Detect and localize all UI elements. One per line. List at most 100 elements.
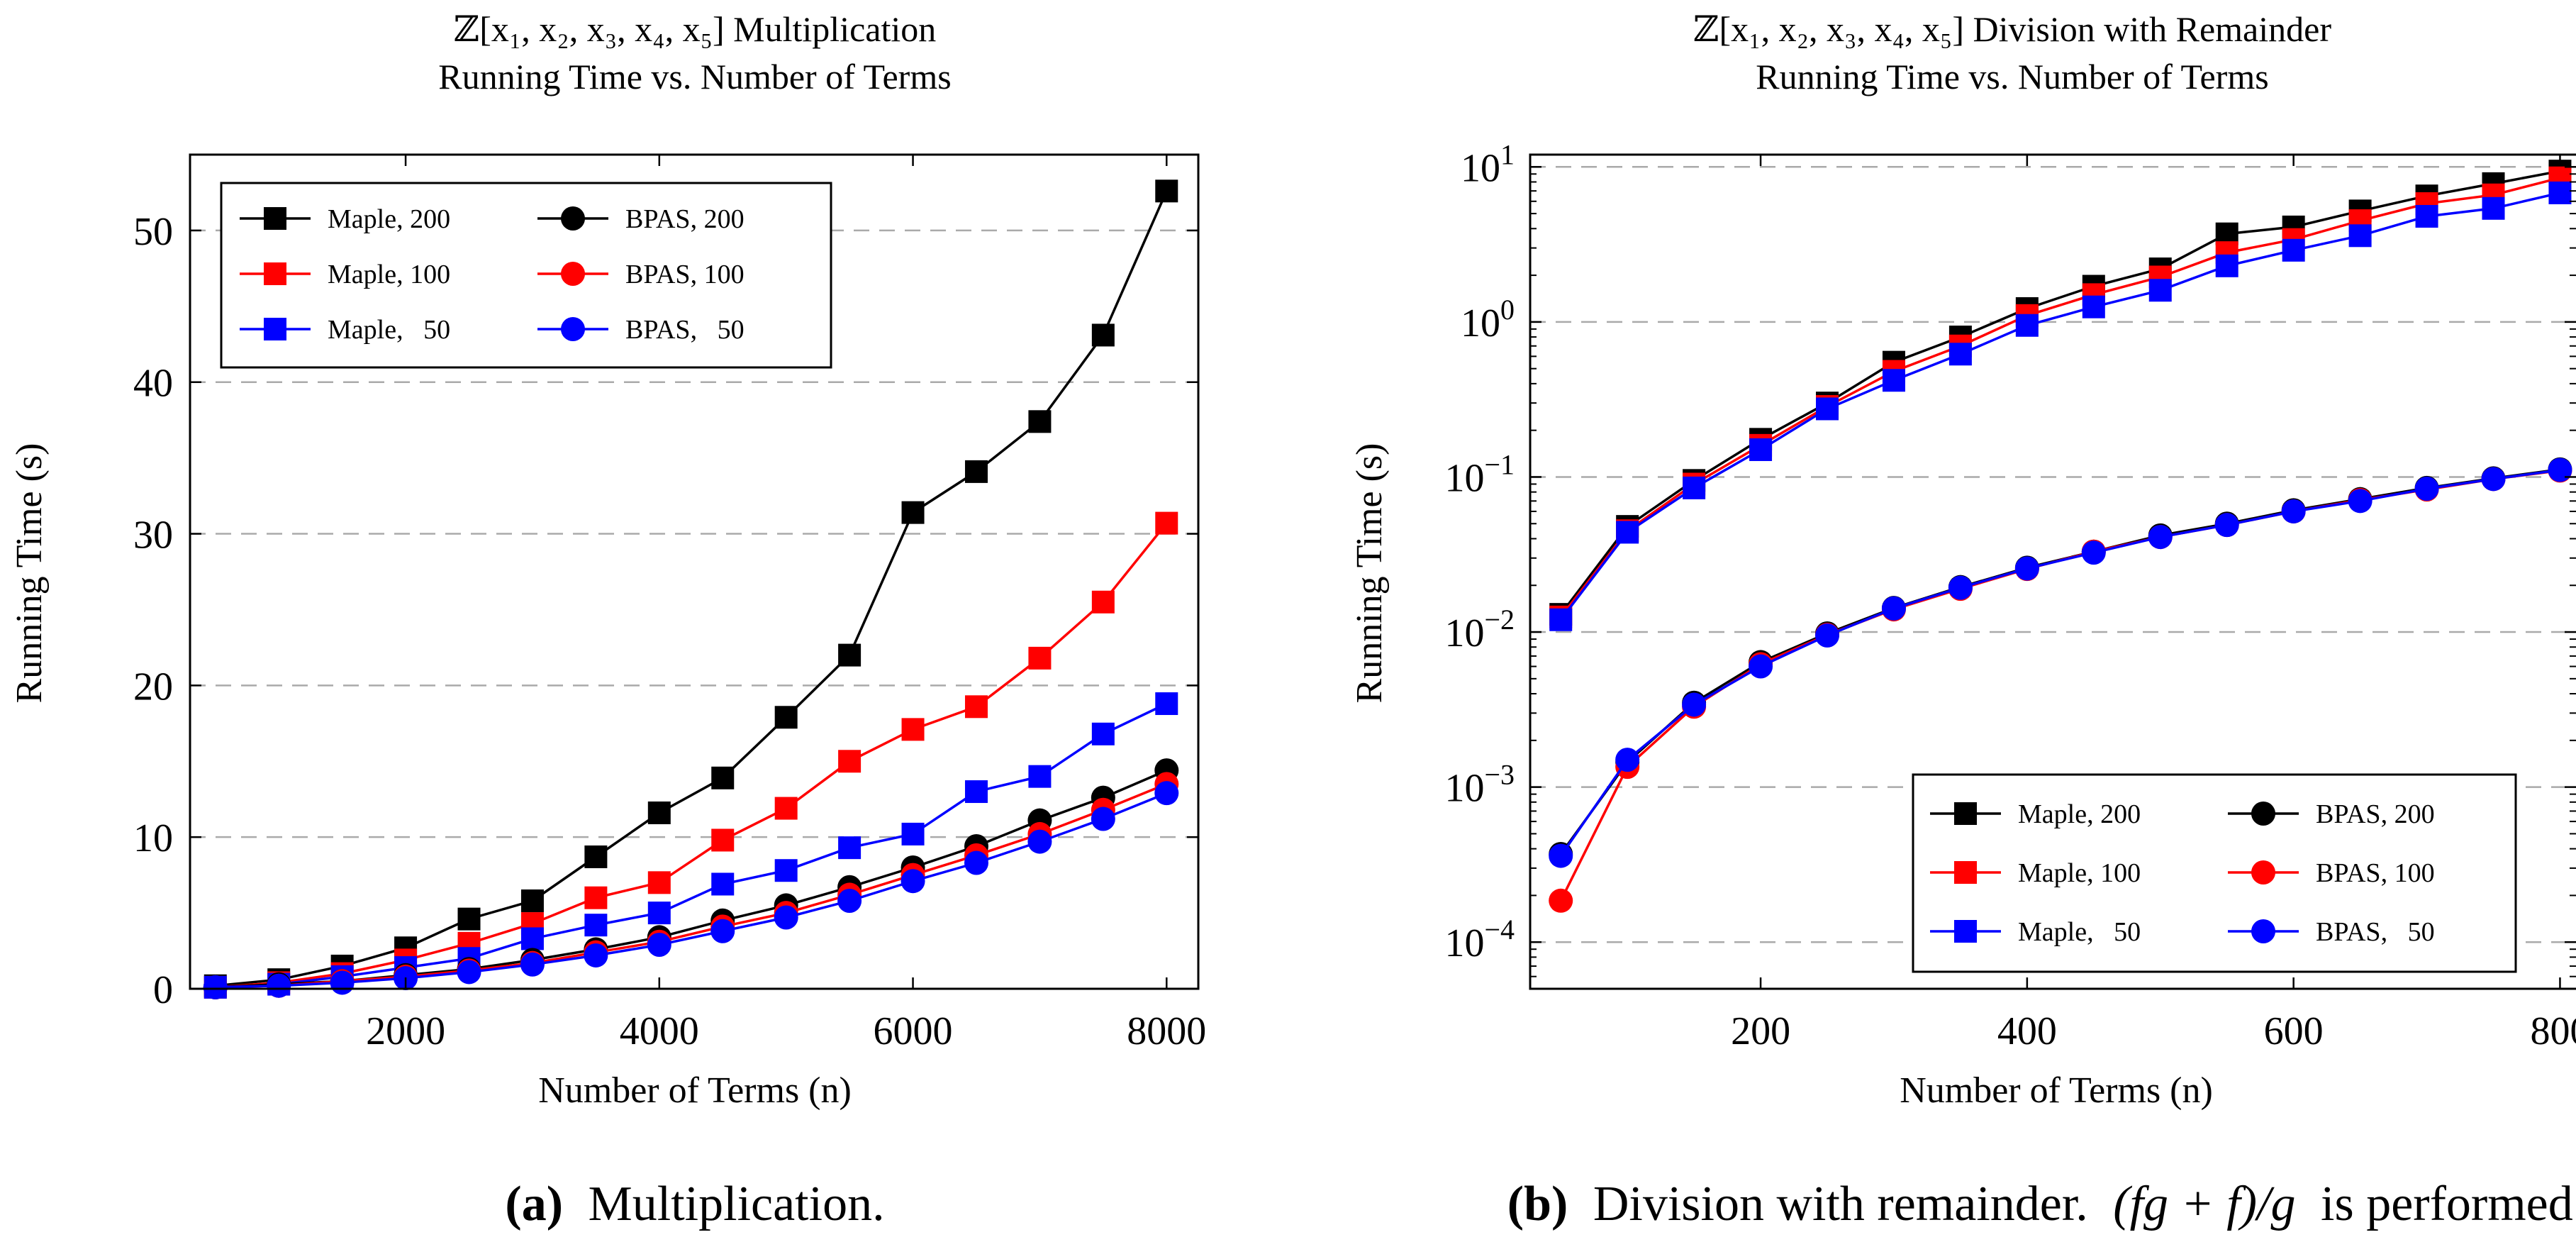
chartB-data-point	[2148, 279, 2172, 302]
chart-a-series	[203, 179, 1179, 999]
chartA-series-5	[203, 781, 1179, 999]
chartB-data-point	[2482, 196, 2505, 220]
chartB-legend-entry-1: Maple, 100	[1930, 858, 2141, 888]
chartB-data-point	[1948, 343, 1972, 366]
chartB-data-point	[2148, 525, 2173, 550]
chartA-legend-label-5: BPAS, 50	[625, 315, 745, 345]
chart-b-series	[1549, 160, 2572, 913]
chartA-data-point	[267, 973, 291, 998]
chartA-data-point	[647, 871, 671, 894]
chartB-data-point	[1749, 438, 1773, 461]
chartB-legend-label-3: BPAS, 200	[2316, 799, 2435, 829]
caption-b: (b) Division with remainder. (fg + f)/g …	[1507, 1177, 2576, 1231]
chartB-data-point	[1881, 596, 1906, 621]
chartB-data-point	[1815, 623, 1840, 648]
chartA-legend-label-2: Maple, 50	[328, 315, 450, 345]
chartB-series-0	[1549, 160, 2572, 626]
chart-a-title-line1: ℤ[x₁, x₂, x₃, x₄, x₅] Multiplication	[454, 9, 937, 49]
chartB-legend-marker	[2251, 919, 2275, 943]
chartB-data-point	[1616, 521, 1639, 544]
caption-b-suffix: is performed.	[2321, 1177, 2576, 1231]
chartB-data-point	[2348, 224, 2372, 248]
chartB-data-point	[2548, 458, 2572, 482]
chartA-data-point	[838, 643, 862, 667]
chartB-series-line-5	[1559, 468, 2560, 857]
chartA-legend-marker	[561, 317, 585, 341]
chartB-legend-marker	[1954, 802, 1977, 825]
chartB-data-point	[1682, 692, 1707, 717]
chartA-data-point	[647, 801, 671, 824]
chartB-data-point	[2282, 238, 2305, 262]
caption-a-label: (a)	[505, 1177, 563, 1231]
chartA-data-point	[1028, 410, 1052, 433]
chartA-data-point	[584, 886, 608, 909]
chartB-data-point	[2481, 467, 2506, 492]
chart-b-title-line2: Running Time vs. Number of Terms	[1756, 57, 2268, 96]
chartA-data-point	[838, 836, 862, 860]
chartB-series-2	[1549, 181, 2572, 631]
chartA-legend-marker	[561, 262, 585, 286]
caption-b-label: (b)	[1507, 1177, 1568, 1231]
chartA-data-point	[774, 905, 798, 930]
chartB-data-point	[1816, 397, 1839, 421]
chartA-data-point	[710, 919, 735, 943]
chartA-ytick-label-1: 10	[133, 816, 173, 860]
caption-b-text: Division with remainder.	[1593, 1177, 2088, 1231]
chartA-legend-label-3: BPAS, 200	[625, 204, 745, 234]
chartA-legend-entry-3: BPAS, 200	[537, 204, 745, 234]
chartA-legend-label-1: Maple, 100	[328, 260, 450, 289]
chartA-data-point	[1154, 781, 1179, 806]
chartB-legend-marker	[1954, 861, 1977, 884]
chartA-series-line-1	[215, 522, 1168, 989]
chartA-data-point	[774, 797, 798, 820]
chartA-data-point	[457, 907, 481, 931]
chartA-data-point	[330, 970, 355, 995]
chart-a-plot-frame	[189, 153, 1200, 990]
chartB-data-point	[1948, 575, 1973, 600]
chartA-data-point	[520, 889, 544, 912]
chartA-data-point	[837, 888, 862, 913]
chartB-legend-marker	[2251, 860, 2275, 885]
caption-a: (a) Multiplication.	[505, 1177, 884, 1231]
chartB-data-point	[2082, 295, 2105, 318]
chart-a-ticks: 0 10 20 30 40 50 2000 4000 6000 8000	[133, 155, 1206, 1053]
chartA-data-point	[1028, 646, 1052, 670]
chartB-data-point	[2081, 540, 2106, 565]
caption-b-formula: (fg + f)/g	[2113, 1177, 2295, 1231]
chartA-data-point	[774, 859, 798, 882]
chartB-data-point	[2348, 489, 2373, 514]
chartB-data-point	[1749, 654, 1773, 679]
chartA-ytick-label-4: 40	[133, 362, 173, 406]
chartA-legend-label-0: Maple, 200	[328, 204, 450, 234]
chartB-legend-entry-0: Maple, 200	[1930, 799, 2141, 829]
chartA-data-point	[1155, 179, 1178, 203]
chartB-data-point	[2214, 513, 2239, 538]
chartA-data-point	[1091, 590, 1115, 614]
chartA-data-point	[711, 828, 735, 852]
chartA-data-point	[711, 872, 735, 896]
chartA-data-point	[647, 902, 671, 925]
chart-a-y-axis-label: Running Time (s)	[9, 443, 50, 704]
chartA-data-point	[1028, 765, 1052, 788]
chartB-ytick-label-1: 10−3	[1444, 759, 1515, 811]
chartB-xtick-label-0: 200	[1731, 1009, 1790, 1053]
chartA-data-point	[520, 952, 545, 977]
chart-a-legend: Maple, 200 Maple, 100 Maple, 50 BPAS, 200 BP…	[220, 182, 832, 369]
chartB-series-line-2	[1559, 192, 2560, 621]
chartA-data-point	[964, 780, 988, 804]
chart-b-legend-box	[1912, 773, 2517, 973]
chartB-legend-entry-5: BPAS, 50	[2228, 917, 2435, 947]
chartB-legend-marker	[1954, 920, 1977, 943]
chartA-data-point	[1155, 511, 1178, 535]
chartA-ytick-label-0: 0	[153, 968, 173, 1012]
chartB-ytick-label-2: 10−2	[1444, 604, 1515, 655]
chartB-series-line-1	[1559, 177, 2560, 618]
chartB-xtick-label-3: 800	[2530, 1009, 2576, 1053]
chartB-data-point	[2215, 254, 2238, 277]
chartA-data-point	[901, 501, 925, 524]
chartA-ytick-label-2: 20	[133, 665, 173, 709]
chartB-legend-label-4: BPAS, 100	[2316, 858, 2435, 888]
chartB-data-point	[1615, 748, 1640, 772]
chartA-series-line-0	[215, 190, 1168, 987]
chart-a-x-axis-label: Number of Terms (n)	[538, 1070, 852, 1111]
